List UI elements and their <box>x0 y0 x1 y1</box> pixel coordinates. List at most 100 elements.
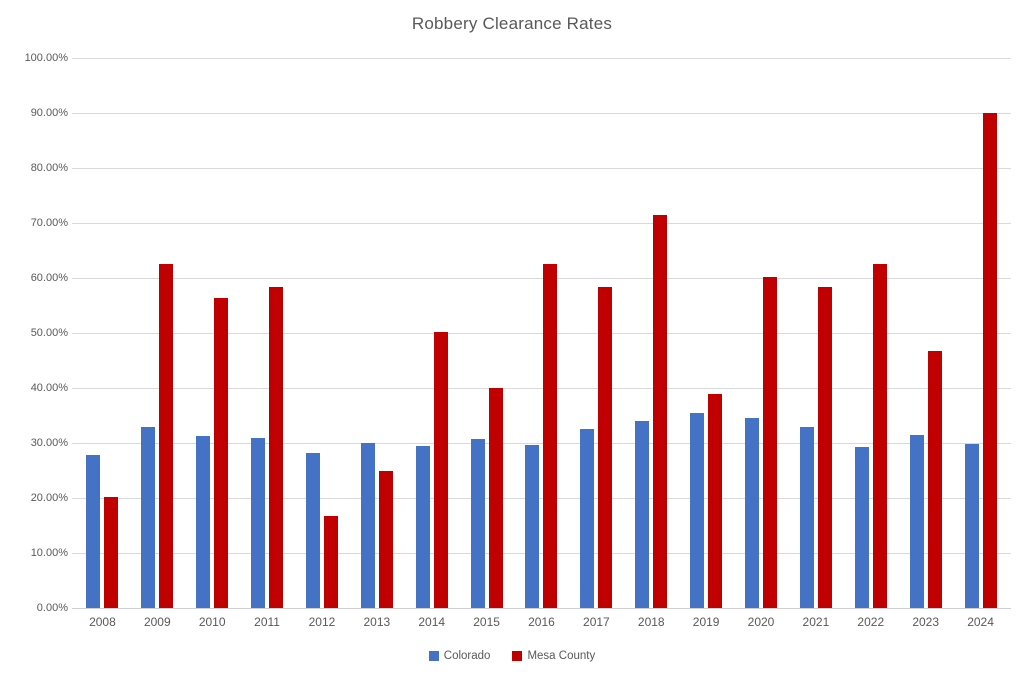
x-tick-label: 2020 <box>747 615 775 629</box>
gridline <box>72 113 1011 114</box>
bar-mesa-county-2015 <box>488 388 503 608</box>
gridline <box>72 278 1011 279</box>
y-axis-labels: 0.00% 10.00% 20.00% 30.00% 40.00% 50.00% 60.00… <box>0 0 68 682</box>
y-tick-label: 70.00% <box>30 217 68 229</box>
bar-colorado-2023 <box>909 435 924 608</box>
legend-item-mesa-county: Mesa County <box>512 650 595 662</box>
x-tick-label: 2023 <box>912 615 940 629</box>
bar-colorado-2015 <box>470 438 485 608</box>
y-tick-label: 60.00% <box>30 272 68 284</box>
x-tick-label: 2009 <box>143 615 171 629</box>
bar-colorado-2013 <box>360 443 375 608</box>
x-tick-label: 2014 <box>418 615 446 629</box>
bar-mesa-county-2014 <box>433 332 448 608</box>
bar-group-2015 <box>459 58 514 608</box>
gridline <box>72 58 1011 59</box>
legend: Colorado Mesa County <box>0 650 1024 662</box>
legend-item-colorado: Colorado <box>428 650 491 662</box>
bar-colorado-2018 <box>635 421 650 608</box>
bar-group-2013 <box>349 58 404 608</box>
bar-group-2024 <box>953 58 1008 608</box>
bar-group-2016 <box>514 58 569 608</box>
bar-mesa-county-2020 <box>763 277 778 608</box>
bar-group-2023 <box>898 58 953 608</box>
x-tick-label: 2016 <box>528 615 555 629</box>
bar-group-2022 <box>843 58 898 608</box>
bar-mesa-county-2018 <box>653 214 668 608</box>
bar-colorado-2021 <box>799 426 814 608</box>
x-tick-label: 2011 <box>254 615 280 629</box>
bar-mesa-county-2024 <box>982 113 997 608</box>
x-tick-label: 2015 <box>473 615 500 629</box>
bar-colorado-2024 <box>964 444 979 608</box>
bar-mesa-county-2019 <box>708 394 723 608</box>
bar-colorado-2019 <box>690 412 705 608</box>
bar-group-2010 <box>185 58 240 608</box>
bar-mesa-county-2022 <box>872 264 887 608</box>
y-tick-label: 40.00% <box>30 382 68 394</box>
plot-area <box>72 58 1011 609</box>
mesa-county-swatch-icon <box>512 651 523 661</box>
bar-group-2017 <box>569 58 624 608</box>
bar-group-2019 <box>679 58 734 608</box>
bar-group-2009 <box>130 58 185 608</box>
bar-group-2012 <box>295 58 350 608</box>
legend-label-colorado: Colorado <box>443 650 491 662</box>
x-tick-label: 2018 <box>637 615 665 629</box>
bar-colorado-2014 <box>415 445 430 608</box>
y-tick-label: 20.00% <box>30 492 68 504</box>
bar-group-2014 <box>404 58 459 608</box>
bar-mesa-county-2009 <box>159 263 174 608</box>
bar-mesa-county-2021 <box>817 287 832 608</box>
bar-colorado-2016 <box>525 445 540 608</box>
x-tick-label: 2017 <box>583 615 610 629</box>
bar-colorado-2008 <box>86 455 101 608</box>
bar-group-2020 <box>734 58 789 608</box>
gridline <box>72 388 1011 389</box>
y-tick-label: 50.00% <box>30 327 68 339</box>
gridline <box>72 168 1011 169</box>
x-tick-label: 2008 <box>89 615 116 629</box>
bar-mesa-county-2013 <box>378 470 393 608</box>
bar-mesa-county-2012 <box>323 515 338 608</box>
x-tick-label: 2013 <box>363 615 391 629</box>
bar-group-2011 <box>240 58 295 608</box>
gridline <box>72 498 1011 499</box>
bar-colorado-2012 <box>305 453 320 608</box>
bar-mesa-county-2016 <box>543 264 558 608</box>
x-tick-label: 2021 <box>802 615 830 629</box>
chart-title: Robbery Clearance Rates <box>411 14 613 33</box>
x-tick-label: 2019 <box>692 615 720 629</box>
bar-mesa-county-2008 <box>104 497 119 608</box>
x-tick-label: 2010 <box>198 615 226 629</box>
x-axis-labels: 2008 2009 2010 2011 2012 2013 2014 2015 2016 2017… <box>75 615 1008 631</box>
bar-colorado-2011 <box>251 438 266 608</box>
bar-colorado-2022 <box>854 446 869 608</box>
y-tick-label: 80.00% <box>30 162 68 174</box>
bar-mesa-county-2017 <box>598 287 613 608</box>
bar-colorado-2017 <box>580 428 595 608</box>
y-tick-label: 10.00% <box>30 547 68 559</box>
x-tick-label: 2024 <box>967 615 994 629</box>
bar-group-2021 <box>788 58 843 608</box>
bar-group-2008 <box>75 58 130 608</box>
bar-group-2018 <box>624 58 679 608</box>
bar-mesa-county-2011 <box>269 287 284 608</box>
y-tick-label: 90.00% <box>30 107 68 119</box>
legend-label-mesa-county: Mesa County <box>527 650 596 662</box>
bar-colorado-2020 <box>745 418 760 608</box>
colorado-swatch-icon <box>428 651 439 661</box>
bar-mesa-county-2023 <box>927 350 942 608</box>
y-tick-label: 0.00% <box>36 602 68 614</box>
bar-colorado-2010 <box>196 436 211 608</box>
gridline <box>72 223 1011 224</box>
bar-mesa-county-2010 <box>214 298 229 608</box>
y-tick-label: 30.00% <box>30 437 68 449</box>
x-tick-label: 2012 <box>308 615 336 629</box>
x-axis-line <box>72 608 1011 609</box>
gridline <box>72 553 1011 554</box>
bar-colorado-2009 <box>141 427 156 608</box>
gridline <box>72 333 1011 334</box>
gridline <box>72 443 1011 444</box>
